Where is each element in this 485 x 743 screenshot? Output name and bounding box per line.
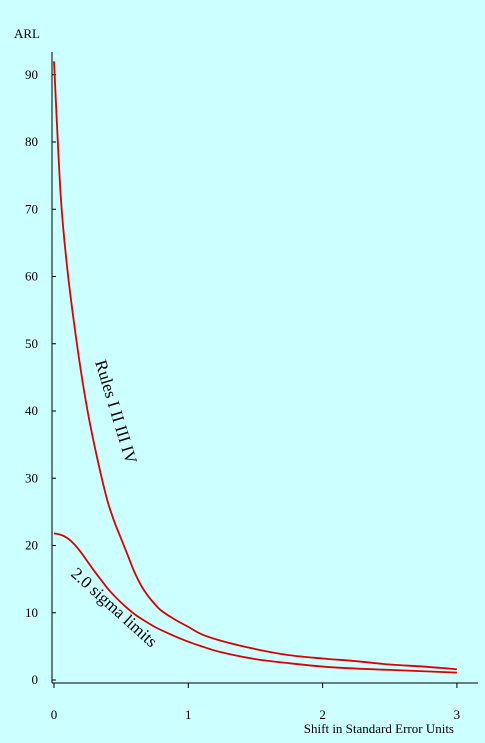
y-axis-ticks: 0 10 20 30 40 50 60 70 80 90	[25, 67, 56, 687]
y-tick-label: 10	[25, 605, 38, 620]
y-tick-label: 30	[25, 470, 38, 485]
x-tick-label: 1	[185, 707, 192, 722]
y-tick-label: 20	[25, 538, 38, 553]
x-axis-ticks: 0 1 2 3	[51, 683, 460, 722]
series-layer	[53, 61, 457, 674]
x-tick-label: 2	[319, 707, 326, 722]
x-axis-title: Shift in Standard Error Units	[304, 721, 454, 736]
y-tick-label: 0	[32, 672, 39, 687]
y-tick-label: 40	[25, 403, 38, 418]
y-axis-title: ARL	[14, 26, 40, 41]
y-tick-label: 90	[25, 67, 38, 82]
x-tick-label: 0	[51, 707, 58, 722]
x-tick-label: 3	[454, 707, 461, 722]
y-tick-label: 60	[25, 269, 38, 284]
y-tick-label: 70	[25, 201, 38, 216]
series-line-rules	[53, 61, 457, 671]
y-tick-label: 80	[25, 134, 38, 149]
series-line-sigma	[53, 532, 457, 674]
y-tick-label: 50	[25, 336, 38, 351]
